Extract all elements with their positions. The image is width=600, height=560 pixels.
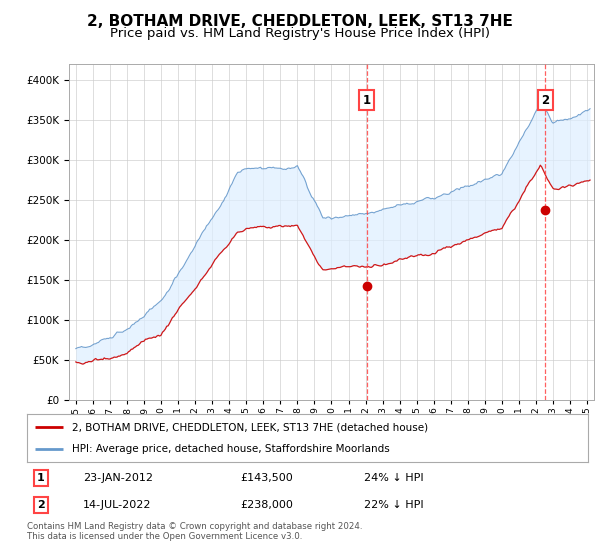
Text: 1: 1 xyxy=(363,94,371,107)
Text: 2: 2 xyxy=(37,500,45,510)
Text: 22% ↓ HPI: 22% ↓ HPI xyxy=(364,500,423,510)
Text: 23-JAN-2012: 23-JAN-2012 xyxy=(83,473,153,483)
Text: Contains HM Land Registry data © Crown copyright and database right 2024.
This d: Contains HM Land Registry data © Crown c… xyxy=(27,522,362,542)
Text: 1: 1 xyxy=(37,473,45,483)
Text: 2: 2 xyxy=(541,94,550,107)
Text: Price paid vs. HM Land Registry's House Price Index (HPI): Price paid vs. HM Land Registry's House … xyxy=(110,27,490,40)
Text: 24% ↓ HPI: 24% ↓ HPI xyxy=(364,473,423,483)
Text: 2, BOTHAM DRIVE, CHEDDLETON, LEEK, ST13 7HE (detached house): 2, BOTHAM DRIVE, CHEDDLETON, LEEK, ST13 … xyxy=(72,422,428,432)
Text: £238,000: £238,000 xyxy=(240,500,293,510)
Text: £143,500: £143,500 xyxy=(240,473,293,483)
Text: 2, BOTHAM DRIVE, CHEDDLETON, LEEK, ST13 7HE: 2, BOTHAM DRIVE, CHEDDLETON, LEEK, ST13 … xyxy=(87,14,513,29)
Text: 14-JUL-2022: 14-JUL-2022 xyxy=(83,500,152,510)
Text: HPI: Average price, detached house, Staffordshire Moorlands: HPI: Average price, detached house, Staf… xyxy=(72,444,389,454)
